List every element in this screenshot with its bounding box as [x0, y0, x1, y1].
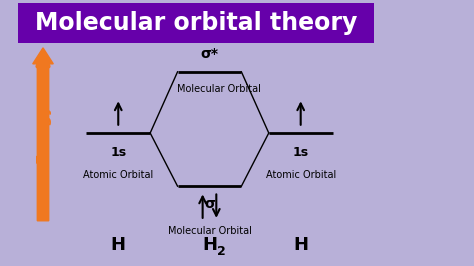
Text: 1s: 1s: [292, 146, 309, 159]
Text: Molecular orbital theory: Molecular orbital theory: [35, 11, 357, 35]
Text: 1s: 1s: [110, 146, 126, 159]
Text: Atomic Orbital: Atomic Orbital: [83, 170, 154, 180]
Text: Atomic Orbital: Atomic Orbital: [265, 170, 336, 180]
Text: Molecular Orbital: Molecular Orbital: [177, 84, 261, 94]
Text: H: H: [293, 236, 308, 254]
FancyArrow shape: [33, 48, 53, 221]
Text: 2: 2: [217, 245, 225, 258]
Text: σ: σ: [204, 197, 215, 211]
Text: Molecular Orbital: Molecular Orbital: [167, 226, 251, 236]
Text: H: H: [111, 236, 126, 254]
Text: H: H: [202, 236, 217, 254]
FancyBboxPatch shape: [18, 3, 374, 43]
Text: Energy: Energy: [36, 103, 51, 163]
Text: σ*: σ*: [201, 47, 219, 61]
